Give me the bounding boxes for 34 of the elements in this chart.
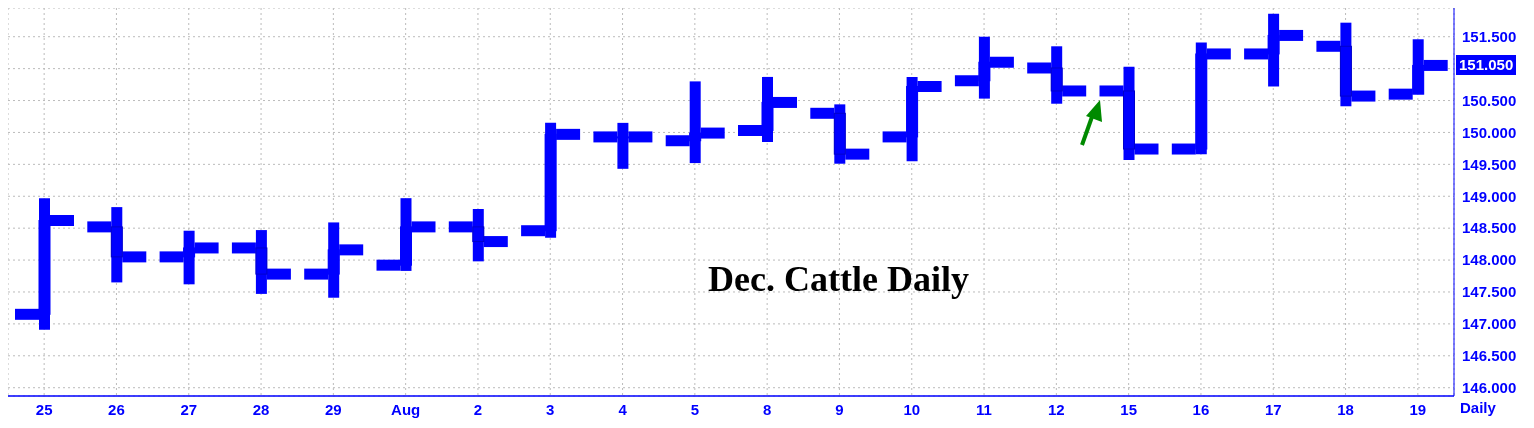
y-tick-label: 150.500: [1462, 91, 1517, 109]
x-tick-label: 12: [1048, 400, 1065, 418]
x-tick-label: 2: [473, 400, 483, 418]
y-tick-label: 146.500: [1462, 347, 1517, 365]
y-tick-label: 151.500: [1462, 28, 1517, 46]
x-tick-label: 8: [762, 400, 772, 418]
x-tick-label: 16: [1192, 400, 1210, 418]
x-tick-label: 15: [1120, 400, 1137, 418]
x-tick-label: 3: [546, 400, 555, 418]
y-tick-label: 146.000: [1462, 379, 1517, 397]
x-tick-label: 5: [690, 400, 700, 418]
y-tick-label: 147.000: [1462, 315, 1517, 333]
x-tick-label: 26: [108, 400, 125, 418]
text: 151.050: [1456, 55, 1517, 76]
x-tick-label: 10: [903, 400, 921, 418]
y-tick-label: 150.000: [1462, 123, 1517, 141]
x-tick-label: 25: [35, 400, 53, 418]
x-tick-label: 4: [618, 400, 628, 418]
text: Daily: [1460, 399, 1496, 416]
x-tick-label: 18: [1337, 400, 1354, 418]
y-tick-label: 148.500: [1462, 219, 1517, 237]
x-tick-label: 27: [180, 400, 198, 418]
x-tick-label: Aug: [391, 400, 421, 418]
x-tick-label: 11: [976, 400, 992, 418]
x-tick-label: 19: [1409, 400, 1427, 418]
x-tick-label: 9: [835, 400, 844, 418]
x-tick-label: 29: [325, 400, 342, 418]
text: Dec. Cattle Daily: [708, 258, 969, 300]
y-tick-label: 147.500: [1462, 283, 1517, 301]
x-tick-label: 17: [1264, 400, 1282, 418]
y-tick-label: 149.500: [1462, 155, 1517, 173]
x-tick-label: 28: [252, 400, 270, 418]
y-tick-label: 148.000: [1462, 251, 1517, 269]
y-tick-label: 149.000: [1462, 187, 1517, 205]
